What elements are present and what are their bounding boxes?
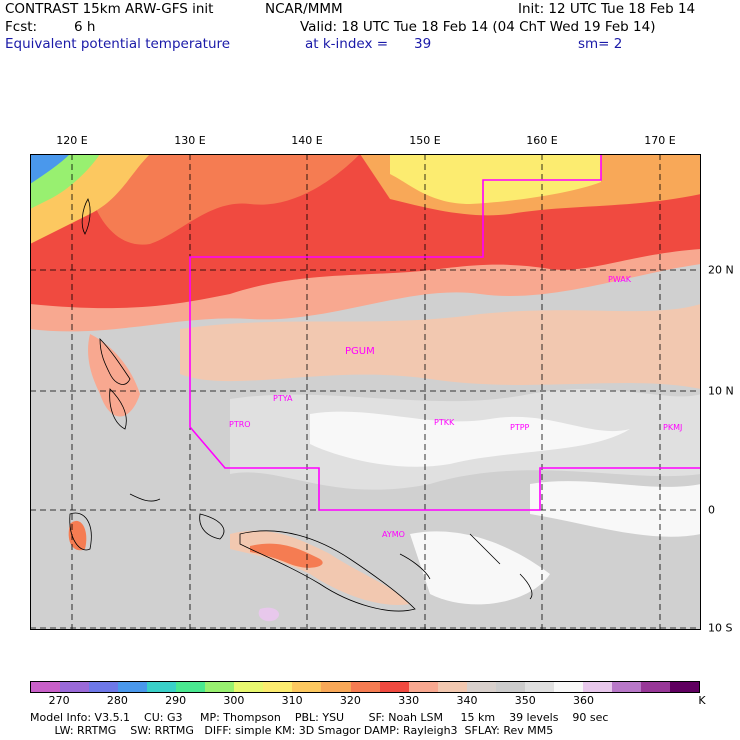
colorbar-tick-label: 270 bbox=[49, 694, 70, 707]
lon-label: 140 E bbox=[291, 134, 322, 147]
lat-label: 20 N bbox=[708, 264, 734, 277]
colorbar-tick-label: 330 bbox=[398, 694, 419, 707]
colorbar-tick-label: 320 bbox=[340, 694, 361, 707]
colorbar-swatch bbox=[438, 682, 467, 692]
lat-label: 10 N bbox=[708, 385, 734, 398]
colorbar-swatch bbox=[554, 682, 583, 692]
colorbar-swatch bbox=[89, 682, 118, 692]
colorbar-swatch bbox=[525, 682, 554, 692]
colorbar-tick-label: 310 bbox=[282, 694, 303, 707]
colorbar-swatch bbox=[380, 682, 409, 692]
level-label: at k-index = bbox=[305, 36, 388, 52]
valid-time: Valid: 18 UTC Tue 18 Feb 14 (04 ChT Wed … bbox=[300, 19, 655, 35]
colorbar-swatch bbox=[292, 682, 321, 692]
station-label: AYMO bbox=[382, 530, 405, 539]
model-title: CONTRAST 15km ARW-GFS init bbox=[5, 1, 213, 17]
colorbar-swatch bbox=[612, 682, 641, 692]
lon-label: 150 E bbox=[409, 134, 440, 147]
colorbar-swatch bbox=[583, 682, 612, 692]
colorbar-unit: K bbox=[698, 694, 705, 707]
lon-label: 170 E bbox=[644, 134, 675, 147]
colorbar-swatch bbox=[234, 682, 263, 692]
station-label: PTPP bbox=[510, 423, 530, 432]
colorbar-tick-label: 340 bbox=[456, 694, 477, 707]
fcst-label: Fcst: bbox=[5, 19, 37, 35]
model-info-line1: Model Info: V3.5.1 CU: G3 MP: Thompson P… bbox=[30, 711, 608, 724]
colorbar-swatch bbox=[496, 682, 525, 692]
colorbar-swatch bbox=[176, 682, 205, 692]
station-label: PTKK bbox=[434, 418, 455, 427]
colorbar-swatch bbox=[351, 682, 380, 692]
colorbar-tick-label: 350 bbox=[515, 694, 536, 707]
colorbar-swatch bbox=[31, 682, 60, 692]
field-name: Equivalent potential temperature bbox=[5, 36, 230, 52]
colorbar-swatch bbox=[409, 682, 438, 692]
colorbar-tick-label: 300 bbox=[223, 694, 244, 707]
lat-label: 10 S bbox=[708, 622, 732, 635]
lon-label: 160 E bbox=[526, 134, 557, 147]
lon-label: 120 E bbox=[56, 134, 87, 147]
station-label: PTRO bbox=[229, 420, 251, 429]
colorbar-swatch bbox=[147, 682, 176, 692]
station-label: PKMJ bbox=[663, 423, 682, 432]
init-time: Init: 12 UTC Tue 18 Feb 14 bbox=[518, 1, 695, 17]
org-label: NCAR/MMM bbox=[265, 1, 343, 17]
station-label: PWAK bbox=[608, 275, 632, 284]
level-value: 39 bbox=[414, 36, 431, 52]
station-label: PTYA bbox=[273, 394, 293, 403]
fcst-value: 6 h bbox=[74, 19, 95, 35]
lon-label: 130 E bbox=[174, 134, 205, 147]
lat-label: 0 bbox=[708, 504, 715, 517]
colorbar-tick-label: 360 bbox=[573, 694, 594, 707]
colorbar-swatch bbox=[60, 682, 89, 692]
colorbar-swatch bbox=[641, 682, 670, 692]
theta-e-map: PWAK PGUM PTYA PTRO PTKK PTPP PKMJ AYMO bbox=[30, 154, 701, 630]
station-label: PGUM bbox=[345, 346, 375, 357]
colorbar-tick-label: 280 bbox=[107, 694, 128, 707]
colorbar-swatch bbox=[670, 682, 699, 692]
colorbar bbox=[30, 681, 700, 693]
colorbar-swatch bbox=[467, 682, 496, 692]
colorbar-swatch bbox=[321, 682, 350, 692]
smoothing-label: sm= 2 bbox=[578, 36, 622, 52]
colorbar-tick-label: 290 bbox=[165, 694, 186, 707]
colorbar-swatch bbox=[263, 682, 292, 692]
colorbar-swatch bbox=[118, 682, 147, 692]
colorbar-swatch bbox=[205, 682, 234, 692]
model-info-line2: LW: RRTMG SW: RRTMG DIFF: simple KM: 3D … bbox=[30, 724, 553, 737]
